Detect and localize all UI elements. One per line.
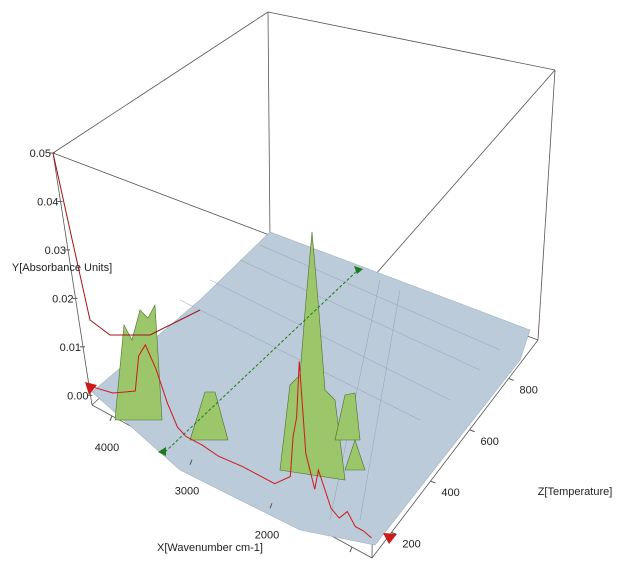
z-tick-label: 600 — [480, 436, 498, 448]
y-tick-label: 0.03 — [45, 245, 66, 257]
cursor-marker — [85, 382, 97, 395]
y-tick-label: 0.05 — [30, 148, 51, 160]
cursor-line — [164, 269, 359, 453]
back-wall-trace — [52, 152, 201, 336]
z-tick-label: 800 — [520, 384, 538, 396]
y-tick-label: 0.04 — [37, 196, 58, 208]
z-tick — [508, 378, 514, 381]
y-tick-label: 0.02 — [52, 293, 73, 305]
spectrum-line — [93, 343, 372, 539]
y-tick-label: 0.01 — [60, 342, 81, 354]
box-edge — [52, 152, 93, 406]
cursor-marker — [158, 447, 166, 456]
x-tick-label: 4000 — [95, 442, 119, 454]
box-edge — [537, 69, 556, 341]
y-tick-label: 0.00 — [67, 390, 88, 402]
cursor-marker — [383, 533, 397, 544]
x-tick — [269, 503, 273, 509]
z-tick — [430, 480, 436, 484]
cursor-marker — [354, 266, 363, 274]
z-tick-label: 400 — [441, 487, 459, 499]
x-axis-title: X[Wavenumber cm-1] — [157, 542, 263, 554]
box-edge — [374, 69, 556, 276]
z-tick-label: 200 — [402, 538, 420, 550]
box-edge — [267, 11, 556, 71]
z-tick — [391, 531, 397, 535]
box-edge — [267, 11, 271, 241]
box-edge — [52, 11, 269, 154]
x-tick — [109, 415, 113, 422]
x-tick — [349, 546, 353, 553]
z-tick — [469, 429, 475, 433]
x-tick — [189, 459, 193, 465]
box-edge — [371, 339, 539, 559]
surface-ridges — [179, 244, 501, 521]
x-tick-label: 3000 — [175, 486, 199, 498]
z-axis-title: Z[Temperature] — [538, 486, 613, 498]
x-tick-label: 2000 — [255, 529, 279, 541]
y-axis-title: Y[Absorbance Units] — [12, 262, 112, 274]
